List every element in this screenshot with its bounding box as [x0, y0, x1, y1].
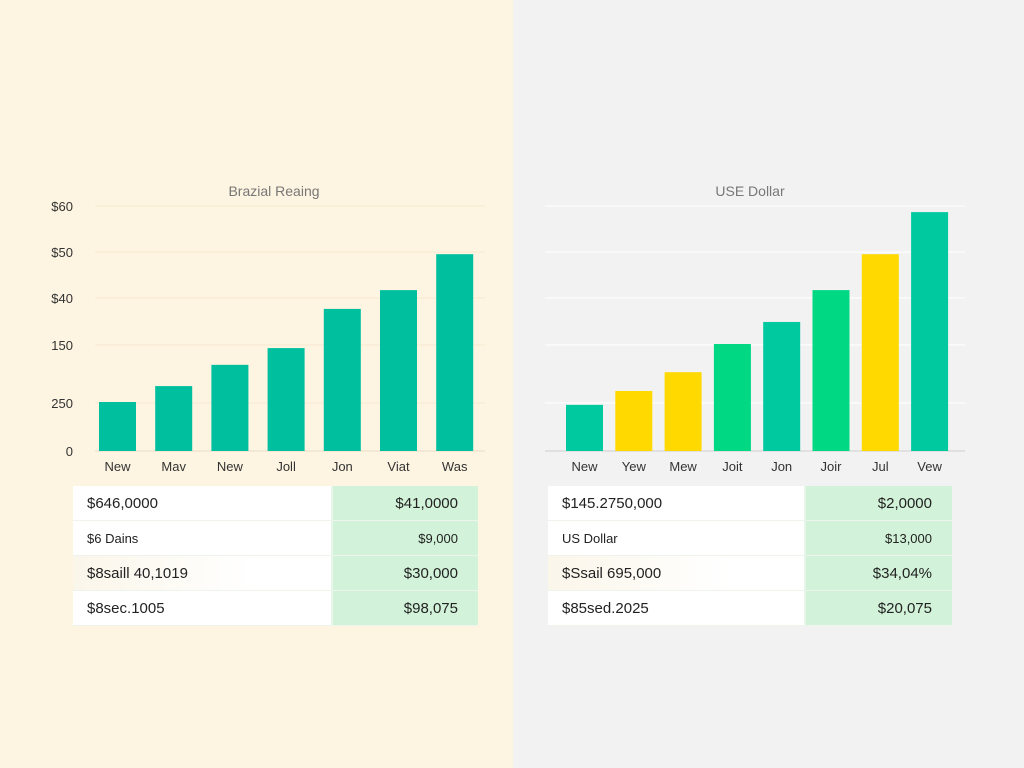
left-panel: [0, 0, 513, 768]
x-tick-label: Joll: [276, 459, 296, 474]
x-tick-label: Joit: [722, 459, 743, 474]
x-tick-label: Viat: [387, 459, 410, 474]
table-row: $145.2750,000 $2,0000: [548, 486, 952, 521]
x-tick-label: Jon: [332, 459, 353, 474]
row-value: $41,0000: [331, 486, 478, 521]
y-tick-label: 0: [66, 444, 73, 459]
row-value: $2,0000: [804, 486, 952, 521]
right-values-table: $145.2750,000 $2,0000 US Dollar $13,000 $S…: [548, 486, 952, 626]
row-value: $13,000: [804, 520, 952, 556]
chart-title: Brazial Reaing: [228, 183, 319, 199]
row-label: $6 Dains: [73, 520, 332, 556]
bar: [211, 364, 249, 451]
x-tick-label: Vew: [917, 459, 942, 474]
x-tick-label: Jon: [771, 459, 792, 474]
bar: [713, 344, 751, 451]
y-tick-label: $60: [51, 199, 73, 214]
row-label: US Dollar: [548, 520, 805, 556]
bar: [812, 290, 850, 451]
row-value: $9,000: [331, 520, 478, 556]
bar: [380, 290, 417, 451]
bar: [615, 390, 653, 451]
x-tick-label: Joir: [821, 459, 843, 474]
y-tick-label: 150: [51, 338, 73, 353]
bar: [155, 386, 193, 451]
x-tick-label: Mew: [669, 459, 697, 474]
row-value: $34,04%: [804, 555, 952, 591]
row-value: $20,075: [804, 590, 952, 626]
chart-title: USE Dollar: [715, 183, 785, 199]
bar: [664, 372, 702, 451]
bar: [436, 254, 474, 451]
row-label: $145.2750,000: [548, 486, 805, 521]
bar: [911, 212, 949, 451]
bar: [861, 254, 899, 451]
row-label: $Ssail 695,000: [548, 555, 805, 591]
table-row: US Dollar $13,000: [548, 520, 952, 556]
table-row: $646,0000 $41,0000: [73, 486, 478, 521]
table-row: $8sec.1005 $98,075: [73, 590, 478, 626]
row-label: $85sed.2025: [548, 590, 805, 626]
brazil-chart: Brazial Reaing $60 $50 $40 150 250 0 New Mav New J…: [51, 183, 485, 474]
left-values-table: $646,0000 $41,0000 $6 Dains $9,000 $8saill…: [73, 486, 478, 626]
x-tick-label: Was: [442, 459, 468, 474]
bar: [763, 321, 801, 451]
bar: [323, 308, 361, 451]
table-row: $Ssail 695,000 $34,04%: [548, 555, 952, 591]
usd-chart: USE Dollar New Yew Mew Joit Jon Joir Jul Vew: [545, 183, 965, 474]
y-tick-label: $50: [51, 245, 73, 260]
x-tick-label: New: [217, 459, 244, 474]
row-label: $8saill 40,1019: [73, 555, 332, 591]
y-tick-label: $40: [51, 291, 73, 306]
x-tick-label: New: [571, 459, 598, 474]
bar: [99, 402, 136, 451]
table-row: $85sed.2025 $20,075: [548, 590, 952, 626]
table-row: $6 Dains $9,000: [73, 520, 478, 556]
y-tick-label: 250: [51, 396, 73, 411]
x-tick-label: Yew: [622, 459, 647, 474]
row-label: $8sec.1005: [73, 590, 332, 626]
table-row: $8saill 40,1019 $30,000: [73, 555, 478, 591]
bar: [267, 348, 305, 451]
row-value: $98,075: [331, 590, 478, 626]
bar: [566, 404, 603, 451]
x-tick-label: New: [104, 459, 131, 474]
row-value: $30,000: [331, 555, 478, 591]
row-label: $646,0000: [73, 486, 332, 521]
x-tick-label: Jul: [872, 459, 889, 474]
x-tick-label: Mav: [161, 459, 186, 474]
